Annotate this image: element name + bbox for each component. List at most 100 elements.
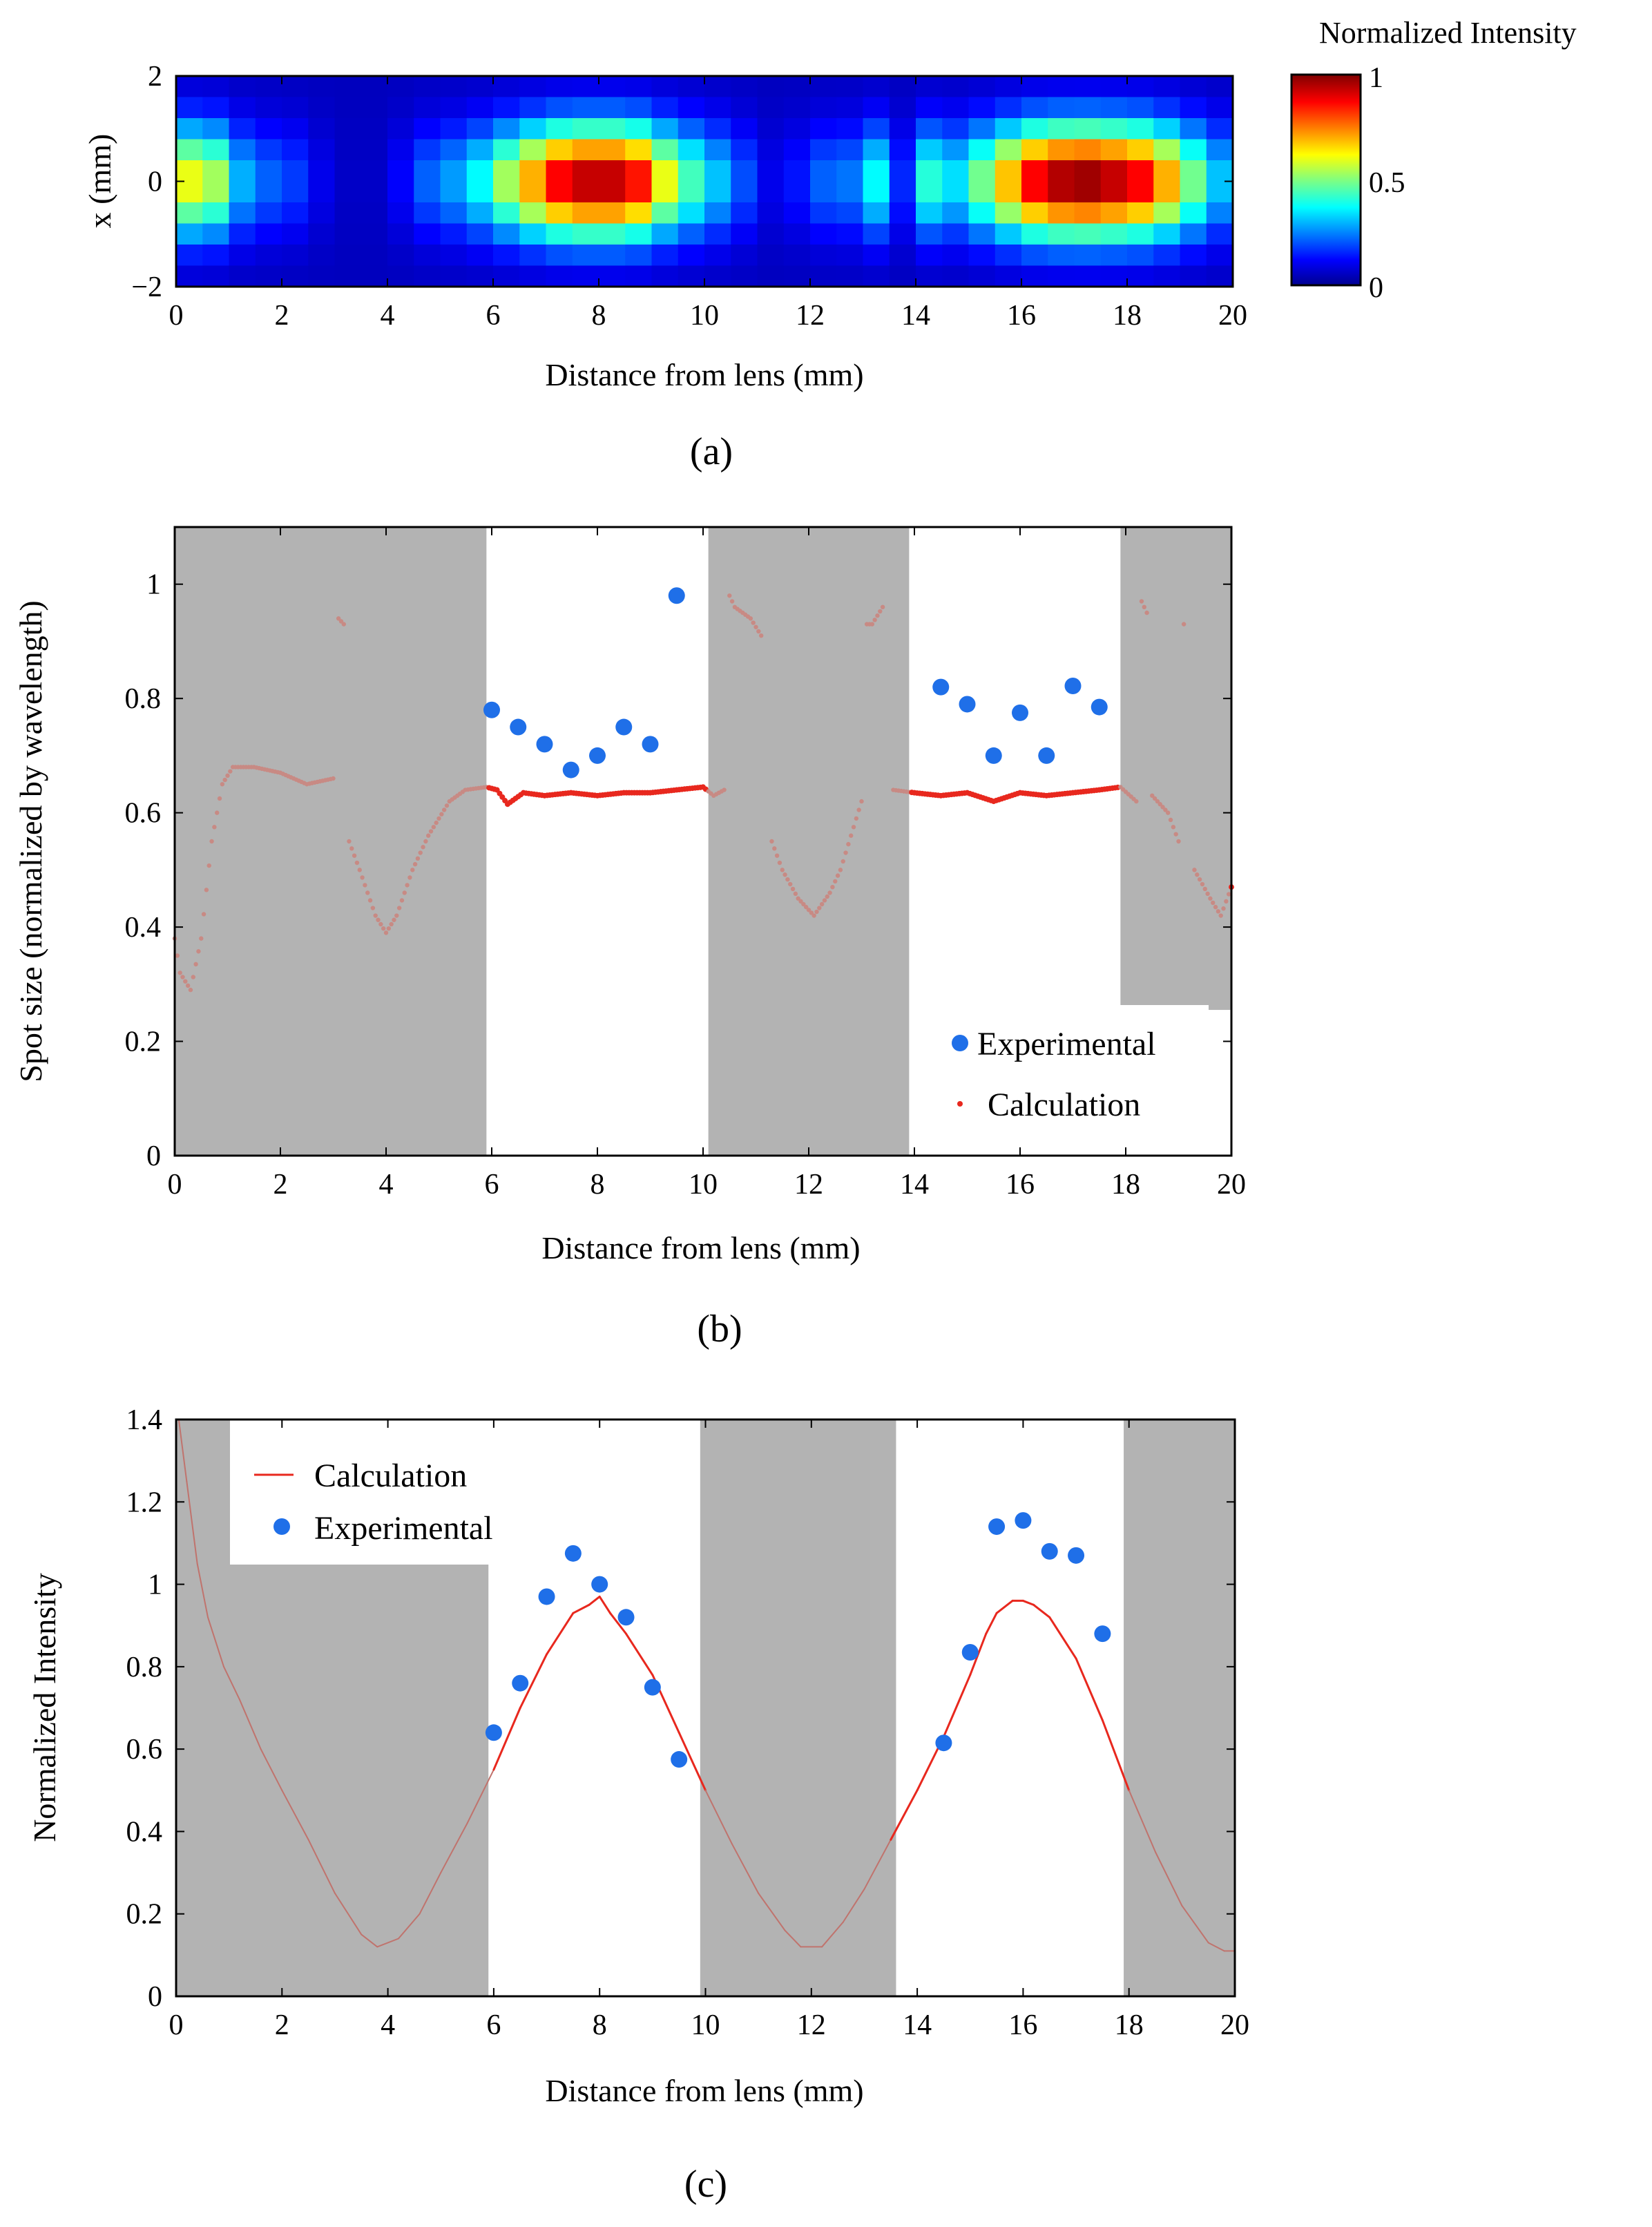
heatmap-cell	[810, 139, 837, 161]
panel-c-x-ticks: 0 2 4 6 8 10 12 14 16 18 20	[169, 1420, 1249, 2041]
heatmap-cell	[783, 76, 811, 98]
heatmap-cell	[995, 223, 1022, 245]
calculation-point	[352, 853, 357, 858]
heatmap-cell	[414, 265, 441, 287]
calculation-point	[811, 913, 816, 918]
heatmap-cell	[599, 160, 626, 182]
heatmap-cells	[176, 76, 1233, 287]
x-tick-label: 20	[1218, 300, 1247, 332]
calculation-point	[215, 810, 220, 815]
heatmap-cell	[493, 118, 520, 140]
heatmap-cell	[704, 202, 731, 224]
heatmap-cell	[1048, 265, 1075, 287]
heatmap-cell	[282, 265, 309, 287]
heatmap-cell	[387, 97, 414, 119]
heatmap-cell	[836, 181, 864, 203]
heatmap-cell	[1180, 245, 1207, 267]
heatmap-cell	[731, 202, 758, 224]
heatmap-cell	[968, 245, 996, 267]
calculation-point	[798, 899, 803, 904]
heatmap-cell	[916, 181, 943, 203]
heatmap-cell	[255, 202, 282, 224]
heatmap-cell	[361, 160, 388, 182]
heatmap-cell	[1153, 202, 1181, 224]
heatmap-cell	[1153, 160, 1181, 182]
heatmap-cell	[572, 265, 599, 287]
heatmap-cell	[863, 160, 890, 182]
heatmap-cell	[440, 181, 468, 203]
heatmap-cell	[1180, 181, 1207, 203]
shaded-region	[1120, 527, 1231, 1011]
heatmap-cell	[1100, 265, 1128, 287]
heatmap-cell	[1206, 160, 1233, 182]
heatmap-cell	[466, 223, 494, 245]
heatmap-cell	[202, 181, 230, 203]
calculation-point	[1142, 604, 1146, 610]
heatmap-cell	[229, 97, 256, 119]
heatmap-cell	[361, 223, 388, 245]
calculation-point	[851, 825, 856, 830]
calculation-point	[772, 846, 777, 851]
y-tick-label: 0.8	[126, 1652, 163, 1683]
calculation-point	[441, 807, 447, 812]
heatmap-cell	[968, 76, 996, 98]
heatmap-cell	[361, 118, 388, 140]
heatmap-cell	[334, 97, 362, 119]
heatmap-cell	[282, 97, 309, 119]
heatmap-cell	[678, 265, 705, 287]
calculation-point	[758, 633, 764, 638]
heatmap-cell	[757, 181, 785, 203]
heatmap-cell	[1180, 265, 1207, 287]
calculation-point	[439, 812, 444, 816]
calculation-point	[793, 891, 798, 897]
y-tick-label: 0.2	[125, 1026, 162, 1058]
calculation-point	[835, 873, 841, 878]
calculation-point	[428, 829, 434, 834]
experimental-point	[512, 1674, 529, 1692]
heatmap-cell	[1074, 202, 1102, 224]
y-tick-label: 1.4	[126, 1404, 163, 1436]
heatmap-cell	[440, 97, 468, 119]
experimental-point	[1094, 1625, 1111, 1643]
heatmap-cell	[863, 76, 890, 98]
calculation-point	[769, 839, 774, 844]
panel-b-experimental-series	[483, 587, 1108, 778]
calculation-line-segment	[598, 1595, 612, 1614]
heatmap-cell	[466, 76, 494, 98]
heatmap-cell	[176, 97, 203, 119]
heatmap-cell	[572, 223, 599, 245]
calculation-point	[756, 629, 761, 634]
experimental-point	[668, 587, 685, 604]
calculation-point	[822, 898, 827, 903]
calculation-point	[1158, 802, 1162, 807]
x-tick-label: 8	[593, 2009, 607, 2041]
heatmap-cell	[1048, 223, 1075, 245]
heatmap-cell	[493, 181, 520, 203]
calculation-point	[177, 971, 182, 975]
heatmap-cell	[572, 181, 599, 203]
heatmap-cell	[334, 223, 362, 245]
heatmap-cell	[519, 118, 547, 140]
heatmap-cell	[229, 223, 256, 245]
heatmap-cell	[1153, 139, 1181, 161]
calculation-line-segment	[609, 1612, 628, 1635]
experimental-point	[671, 1751, 688, 1768]
y-tick-label: 1	[148, 1569, 162, 1601]
heatmap-cell	[836, 160, 864, 182]
calculation-point	[1200, 881, 1205, 887]
colorbar	[1290, 73, 1362, 287]
heatmap-cell	[704, 265, 731, 287]
heatmap-cell	[678, 160, 705, 182]
heatmap-cell	[334, 181, 362, 203]
calculation-point	[191, 975, 195, 979]
y-tick-label: 0	[148, 166, 162, 198]
heatmap-cell	[1127, 160, 1154, 182]
experimental-point	[642, 736, 659, 753]
heatmap-cell	[942, 265, 970, 287]
heatmap-cell	[889, 76, 916, 98]
heatmap-cell	[810, 202, 837, 224]
heatmap-cell	[916, 118, 943, 140]
calculation-line-segment	[238, 1699, 262, 1750]
x-tick-label: 10	[690, 300, 719, 332]
heatmap-cell	[1048, 139, 1075, 161]
